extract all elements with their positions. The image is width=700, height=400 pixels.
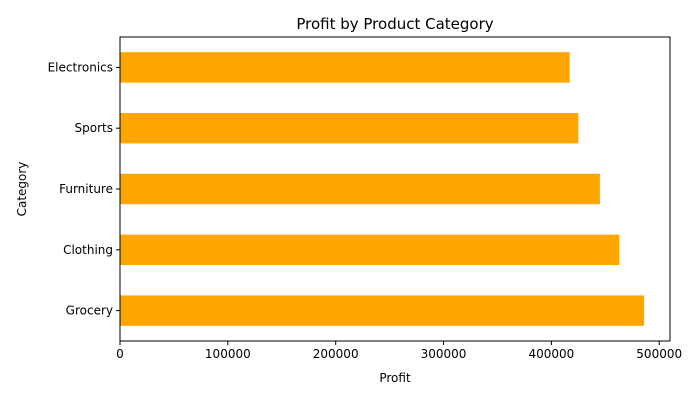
bar-sports [120, 113, 579, 144]
bar-clothing [120, 234, 620, 265]
x-axis-label: Profit [379, 371, 411, 385]
chart-title: Profit by Product Category [296, 15, 493, 33]
y-axis-label: Category [15, 162, 29, 217]
x-tick-label-3: 300000 [421, 347, 467, 361]
y-tick-label-furniture: Furniture [59, 182, 113, 196]
x-axis-ticks: 0 100000 200000 300000 400000 500000 [116, 341, 682, 361]
y-tick-label-sports: Sports [75, 121, 113, 135]
y-axis-ticks: Grocery Clothing Furniture Sports Electronic… [48, 60, 120, 318]
bars-group [120, 52, 645, 326]
bar-furniture [120, 173, 600, 205]
x-tick-label-5: 500000 [636, 347, 682, 361]
bar-electronics [120, 52, 570, 83]
plot-area-frame [119, 36, 671, 342]
y-tick-label-grocery: Grocery [66, 304, 113, 318]
y-tick-label-electronics: Electronics [48, 60, 113, 74]
bar-grocery [120, 295, 645, 326]
x-tick-label-2: 200000 [313, 347, 359, 361]
x-tick-label-1: 100000 [205, 347, 251, 361]
y-tick-label-clothing: Clothing [63, 243, 113, 257]
x-tick-label-4: 400000 [528, 347, 574, 361]
x-tick-label-0: 0 [116, 347, 124, 361]
